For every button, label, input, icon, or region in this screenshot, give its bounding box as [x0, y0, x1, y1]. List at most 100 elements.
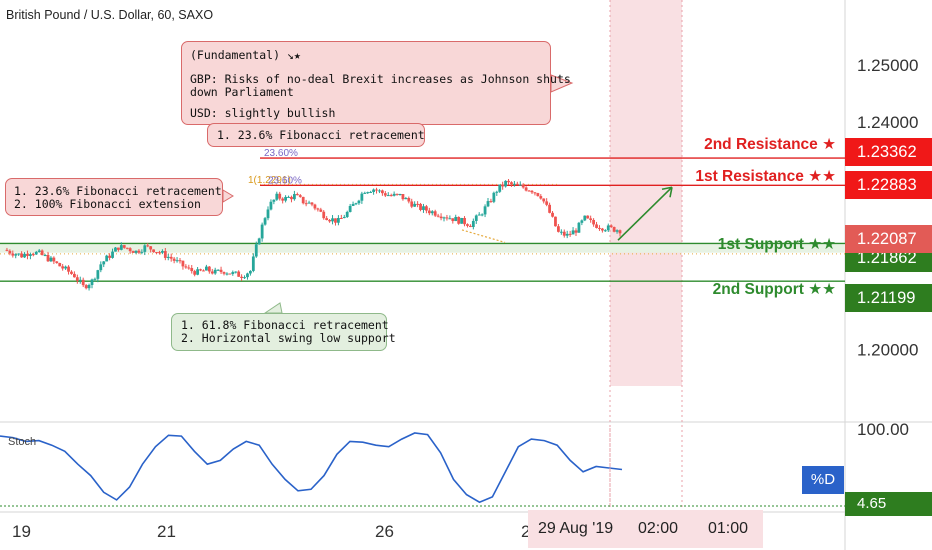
candle-body	[99, 264, 103, 271]
candle-body	[436, 215, 440, 217]
candle-body	[442, 217, 446, 219]
candle-body	[495, 191, 499, 193]
candle-body	[375, 189, 378, 191]
date-tick-label: 2	[521, 522, 530, 541]
candle-body	[524, 187, 528, 191]
candle-body	[140, 251, 144, 253]
candle-body	[395, 193, 399, 195]
crosshair-time: 02:00	[638, 520, 679, 537]
candle-body	[43, 254, 47, 256]
candle-body	[304, 203, 308, 205]
candle-body	[539, 196, 543, 199]
candle-body	[316, 208, 320, 210]
candle-body	[84, 285, 88, 289]
candle-body	[416, 203, 419, 205]
price-tick-label: 1.20000	[857, 340, 918, 359]
candle-body	[114, 247, 117, 252]
fib-callout-top[interactable]: 1. 23.6% Fibonacci retracement	[207, 123, 425, 147]
fib-callout-left-line1: 1. 23.6% Fibonacci retracement	[14, 184, 222, 198]
candle-body	[407, 198, 411, 202]
candle-body	[246, 273, 249, 278]
candle-body	[601, 228, 604, 231]
chart-title: British Pound / U.S. Dollar, 60, SAXO	[6, 8, 214, 22]
candle-body	[562, 231, 566, 236]
candle-body	[272, 199, 276, 202]
candle-body	[339, 218, 343, 220]
candle-body	[73, 273, 76, 278]
fundamental-callout[interactable]: (Fundamental) ↘★ GBP: Risks of no-deal B…	[181, 41, 571, 125]
candle-body	[445, 217, 449, 219]
candle-body	[281, 198, 285, 201]
candle-body	[548, 204, 551, 213]
candle-body	[108, 255, 111, 258]
support-callout-line1: 1. 61.8% Fibonacci retracement	[181, 318, 389, 332]
candle-body	[580, 220, 584, 223]
candle-body	[521, 184, 525, 188]
candle-body	[161, 251, 164, 253]
candle-body	[105, 255, 109, 262]
candle-body	[196, 269, 199, 275]
candle-body	[40, 250, 44, 256]
level-label-2nd-support: 2nd Support ★★	[712, 281, 836, 298]
fib-level-label: 23.60%	[264, 148, 298, 159]
candle-body	[615, 230, 619, 232]
candle-body	[26, 253, 29, 256]
candle-body	[545, 201, 549, 205]
candle-body	[222, 272, 226, 274]
candle-body	[11, 253, 15, 256]
candle-body	[149, 246, 153, 250]
projection-arrow	[617, 186, 673, 241]
support-zone-band	[0, 243, 845, 253]
candle-body	[422, 206, 425, 210]
candle-body	[37, 250, 41, 252]
candle-body	[234, 271, 238, 273]
candle-body	[152, 249, 155, 253]
date-tick-label: 19	[12, 522, 31, 541]
candle-body	[122, 245, 126, 248]
candle-body	[78, 279, 82, 281]
candle-body	[386, 195, 390, 197]
candle-body	[389, 195, 393, 197]
candle-body	[52, 257, 56, 262]
candle-body	[34, 251, 38, 255]
candle-body	[469, 225, 472, 228]
candle-body	[266, 209, 270, 219]
candle-body	[398, 194, 402, 196]
badge-stoch-value: 4.65	[845, 492, 932, 516]
stoch-label: Stoch	[8, 436, 36, 448]
candle-body	[307, 202, 311, 204]
candle-body	[249, 270, 252, 274]
candle-body	[64, 266, 67, 269]
candle-body	[530, 190, 534, 193]
candle-body	[492, 192, 496, 202]
candle-body	[425, 206, 428, 211]
support-callout-tail	[263, 302, 283, 314]
candle-body	[603, 230, 607, 232]
candle-body	[331, 218, 334, 222]
fib-callout-left[interactable]: 1. 23.6% Fibonacci retracement 2. 100% F…	[5, 178, 223, 216]
support-callout-line2: 2. Horizontal swing low support	[181, 331, 396, 345]
candle-body	[8, 250, 12, 254]
candle-body	[278, 193, 282, 199]
support-callout[interactable]: 1. 61.8% Fibonacci retracement 2. Horizo…	[171, 313, 396, 351]
candle-body	[228, 273, 232, 275]
candle-body	[178, 260, 182, 262]
candle-body	[606, 225, 610, 231]
candle-body	[571, 230, 575, 235]
candle-body	[486, 201, 490, 207]
candle-body	[383, 193, 387, 196]
stoch-d-badge[interactable]: %D	[802, 466, 844, 494]
candle-body	[96, 270, 100, 279]
candle-body	[20, 253, 23, 258]
candle-body	[345, 211, 349, 217]
candle-body	[392, 193, 396, 196]
candle-body	[577, 222, 581, 233]
candle-body	[295, 194, 299, 196]
candle-body	[366, 192, 370, 194]
candle-body	[363, 192, 367, 194]
candle-body	[17, 253, 21, 255]
candle-body	[155, 252, 158, 254]
candle-body	[372, 189, 375, 192]
fundamental-usd: USD: slightly bullish	[190, 106, 336, 120]
candle-body	[430, 211, 434, 214]
